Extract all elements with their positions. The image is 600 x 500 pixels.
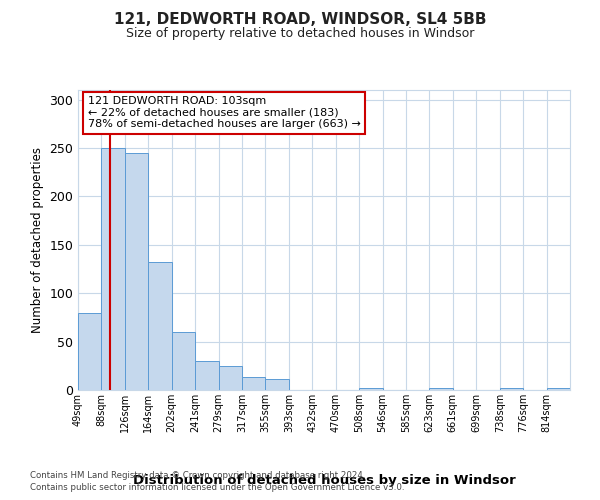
Bar [547,388,570,390]
Text: Size of property relative to detached houses in Windsor: Size of property relative to detached ho… [126,28,474,40]
Bar [359,388,383,390]
Bar [172,332,195,390]
Bar [265,380,289,390]
Bar [125,153,148,390]
Text: Contains public sector information licensed under the Open Government Licence v3: Contains public sector information licen… [30,484,404,492]
Y-axis label: Number of detached properties: Number of detached properties [31,147,44,333]
Bar [148,262,172,390]
Bar [430,388,453,390]
Bar [242,378,265,390]
Text: 121 DEDWORTH ROAD: 103sqm
← 22% of detached houses are smaller (183)
78% of semi: 121 DEDWORTH ROAD: 103sqm ← 22% of detac… [88,96,361,129]
Bar [218,366,242,390]
X-axis label: Distribution of detached houses by size in Windsor: Distribution of detached houses by size … [133,474,515,487]
Text: 121, DEDWORTH ROAD, WINDSOR, SL4 5BB: 121, DEDWORTH ROAD, WINDSOR, SL4 5BB [114,12,486,28]
Bar [101,148,125,390]
Bar [195,361,218,390]
Bar [500,388,523,390]
Bar [78,312,101,390]
Text: Contains HM Land Registry data © Crown copyright and database right 2024.: Contains HM Land Registry data © Crown c… [30,471,365,480]
